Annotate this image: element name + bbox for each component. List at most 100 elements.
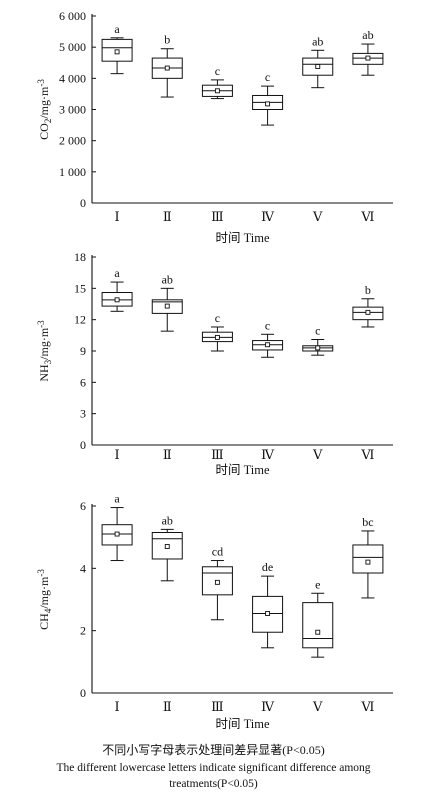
mean-marker [214, 334, 220, 340]
box-iqr [302, 602, 334, 649]
box-1: a [101, 22, 133, 75]
x-tick-label: Ⅱ [163, 699, 172, 714]
y-tick-label: 1 000 [59, 165, 86, 179]
box-5: ab [302, 34, 334, 89]
y-tick-label: 12 [74, 313, 86, 327]
mean-marker [164, 65, 170, 71]
significance-letter: c [215, 64, 220, 78]
caption-chinese: 不同小写字母表示处理间差异显著(P<0.05) [102, 743, 325, 757]
chart-panel-3: 0 2 4 6 CH4/mg·m-3 Ⅰ Ⅱ Ⅲ Ⅳ Ⅴ Ⅵ 时间 Time a ab cd de e bc [36, 492, 393, 731]
box-plot-figure: 0 1 000 2 000 3 000 4 000 5 000 6 000 CO2/mg·m-… [36, 9, 393, 731]
mean-marker [315, 64, 321, 69]
x-tick-label: Ⅰ [115, 699, 120, 714]
significance-letter: ab [312, 34, 323, 48]
y-tick-label: 18 [74, 250, 86, 264]
x-axis-label: 时间 Time [215, 463, 270, 477]
box-3: c [201, 311, 233, 352]
x-tick-label: Ⅴ [312, 209, 323, 224]
box-2: ab [151, 513, 183, 582]
mean-marker [164, 303, 170, 309]
x-tick-label: Ⅴ [312, 447, 323, 462]
caption-english-line-1: The different lowercase letters indicate… [56, 762, 371, 774]
y-tick-label: 4 000 [59, 71, 86, 85]
y-axis-label: CH4/mg·m-3 [36, 569, 53, 630]
x-tick-label: Ⅳ [261, 699, 275, 714]
mean-marker [214, 579, 220, 585]
mean-marker [214, 88, 220, 94]
x-tick-label: Ⅳ [261, 209, 275, 224]
y-tick-label: 2 [80, 624, 86, 638]
mean-marker [365, 559, 371, 565]
x-tick-label: Ⅲ [211, 447, 224, 462]
y-tick-label: 9 [80, 344, 86, 358]
significance-letter: ab [162, 272, 173, 286]
y-tick-label: 0 [80, 686, 86, 700]
x-tick-label: Ⅴ [312, 699, 323, 714]
box-2: ab [151, 272, 183, 332]
x-axis-label: 时间 Time [215, 717, 270, 731]
box-iqr [352, 544, 384, 574]
significance-letter: c [265, 70, 270, 84]
y-tick-label: 5 000 [59, 40, 86, 54]
significance-letter: a [114, 22, 120, 36]
x-tick-label: Ⅰ [115, 209, 120, 224]
y-axis-label: NH3/mg·m-3 [36, 320, 53, 382]
box-4: c [252, 318, 284, 358]
significance-letter: bc [362, 515, 373, 529]
mean-marker [265, 342, 271, 348]
y-tick-label: 2 000 [59, 134, 86, 148]
box-2: b [151, 33, 183, 98]
mean-marker [365, 55, 371, 61]
box-iqr [252, 595, 284, 633]
box-5: c [302, 324, 334, 356]
mean-marker [114, 297, 120, 303]
box-5: e [302, 577, 334, 658]
y-tick-label: 15 [74, 281, 86, 295]
mean-marker [315, 629, 321, 635]
mean-marker [265, 611, 271, 616]
mean-marker [114, 49, 120, 55]
x-axis-label: 时间 Time [215, 231, 270, 245]
y-tick-label: 3 000 [59, 103, 86, 117]
significance-letter: cd [212, 545, 223, 559]
significance-letter: c [315, 324, 320, 338]
significance-letter: b [365, 283, 371, 297]
x-tick-label: Ⅱ [163, 209, 172, 224]
box-1: a [101, 492, 133, 562]
y-tick-label: 0 [80, 196, 86, 210]
mean-marker [315, 345, 321, 351]
box-1: a [101, 266, 133, 312]
significance-letter: ab [162, 513, 173, 527]
x-tick-label: Ⅱ [163, 447, 172, 462]
box-3: cd [201, 545, 233, 621]
box-4: c [252, 70, 284, 126]
x-tick-label: Ⅳ [261, 447, 275, 462]
significance-letter: e [315, 577, 320, 591]
box-4: de [252, 560, 284, 649]
y-tick-label: 6 [80, 375, 86, 389]
mean-marker [365, 309, 371, 315]
y-tick-label: 4 [80, 561, 86, 575]
y-tick-label: 6 [80, 499, 86, 513]
box-3: c [201, 64, 233, 100]
box-6: bc [352, 515, 384, 599]
significance-letter: ab [362, 28, 373, 42]
mean-marker [114, 531, 120, 537]
caption-english-line-2: treatments(P<0.05) [169, 778, 258, 790]
y-axis-label: CO2/mg·m-3 [36, 79, 53, 140]
y-tick-label: 0 [80, 438, 86, 452]
x-tick-label: Ⅵ [360, 447, 374, 462]
mean-marker [164, 544, 170, 549]
box-6: ab [352, 28, 384, 76]
mean-marker [265, 101, 271, 107]
significance-letter: de [262, 560, 273, 574]
significance-letter: c [215, 311, 220, 325]
x-tick-label: Ⅰ [115, 447, 120, 462]
significance-letter: c [265, 318, 270, 332]
significance-letter: b [164, 33, 170, 47]
significance-letter: a [114, 492, 120, 506]
y-tick-label: 3 [80, 407, 86, 421]
box-6: b [352, 283, 384, 328]
chart-panel-1: 0 1 000 2 000 3 000 4 000 5 000 6 000 CO2/mg·m-… [36, 9, 393, 245]
